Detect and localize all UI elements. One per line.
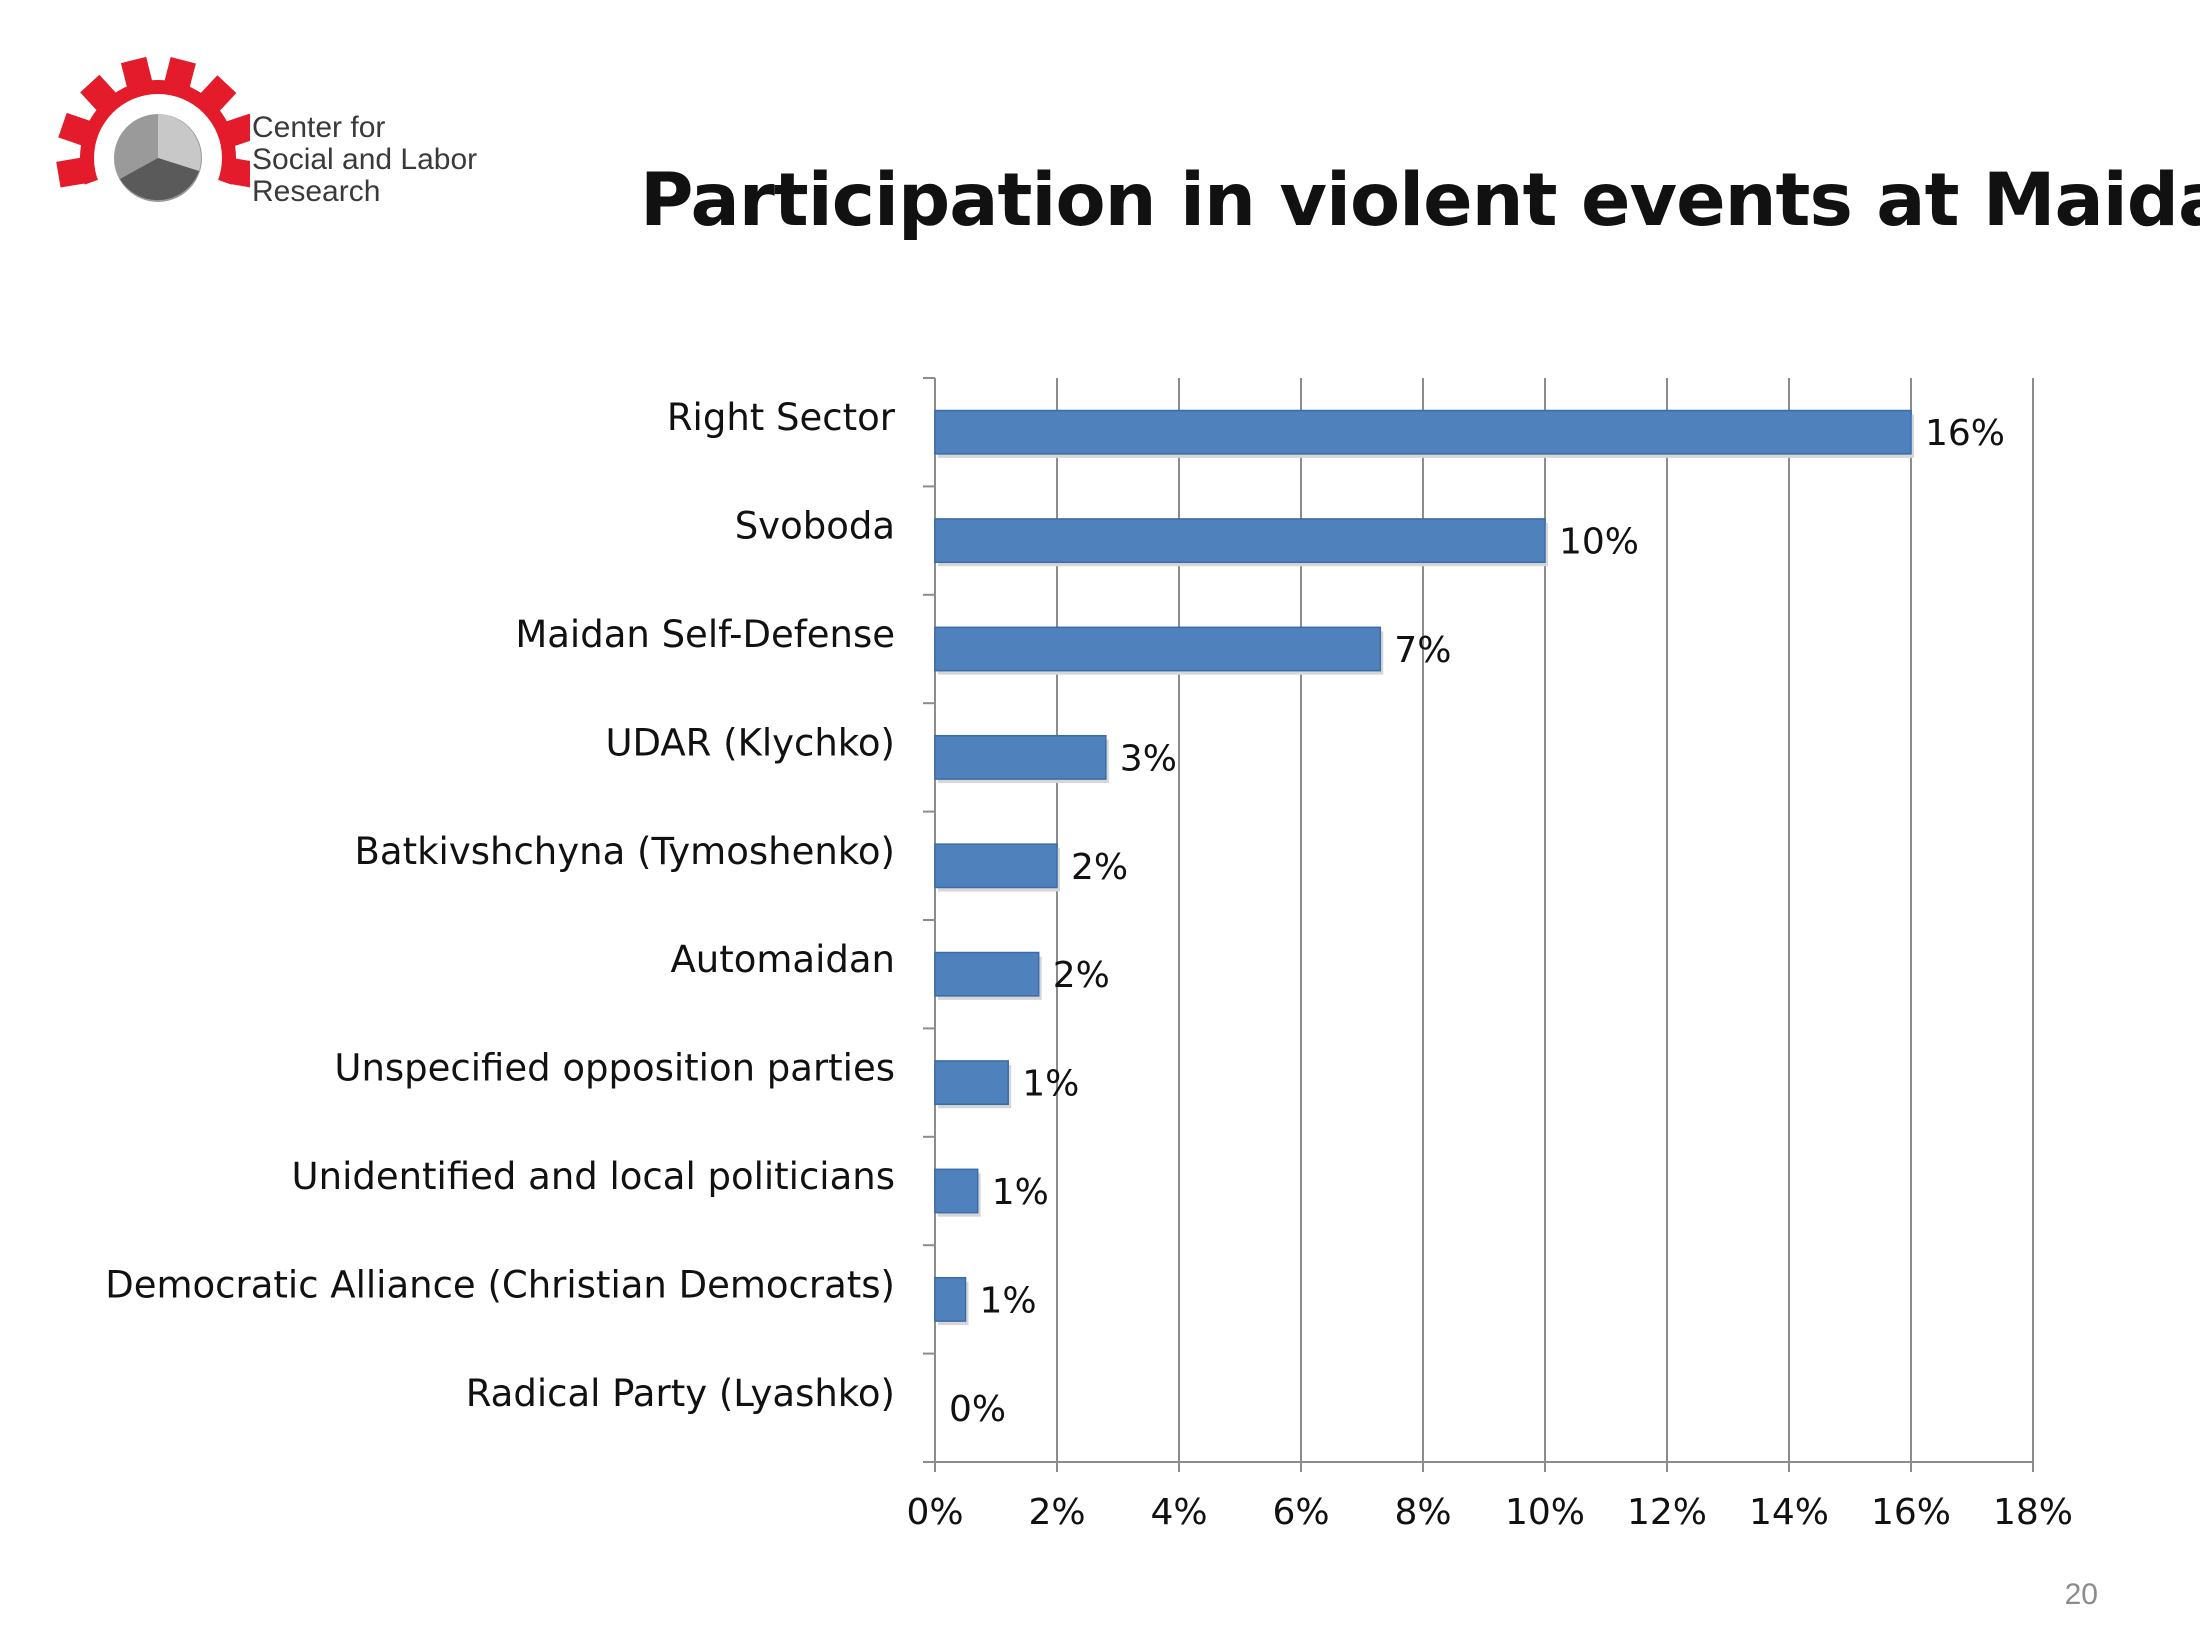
- bar: [934, 951, 1040, 997]
- gear-tooth: [58, 112, 92, 146]
- x-tick-label: 12%: [1627, 1492, 1707, 1533]
- bar: [934, 1276, 967, 1322]
- gear-tooth: [80, 74, 117, 112]
- gear-ring: [80, 79, 236, 185]
- data-label: 0%: [949, 1389, 1006, 1430]
- bar: [934, 626, 1382, 672]
- data-label: 3%: [1120, 738, 1177, 779]
- x-tick-label: 2%: [1028, 1492, 1085, 1533]
- x-tick-label: 0%: [906, 1492, 963, 1533]
- category-label: Svoboda: [735, 505, 895, 548]
- data-label: 10%: [1559, 522, 1639, 563]
- x-tick-label: 18%: [1993, 1492, 2073, 1533]
- category-label: Batkivshchyna (Tymoshenko): [355, 830, 895, 873]
- data-label: 2%: [1053, 955, 1110, 996]
- bar: [934, 843, 1058, 889]
- category-label: Automaidan: [670, 938, 895, 981]
- x-tick-label: 16%: [1871, 1492, 1951, 1533]
- gear-tooth: [120, 56, 153, 89]
- x-tick-label: 8%: [1394, 1492, 1451, 1533]
- data-label: 2%: [1071, 847, 1128, 888]
- gear-tooth: [199, 75, 237, 113]
- category-label: Unidentified and local politicians: [292, 1155, 895, 1198]
- logo-line-1: Center for: [252, 111, 386, 144]
- gear-pie-logo-icon: [56, 56, 260, 222]
- category-label: Maidan Self-Defense: [515, 613, 895, 656]
- bar: [934, 518, 1546, 564]
- data-label: 1%: [980, 1280, 1037, 1321]
- logo-text: Center for Social and Labor Research: [252, 112, 477, 208]
- slide-title: Participation in violent events at Maida…: [640, 158, 2200, 243]
- gear-tooth: [56, 157, 87, 188]
- page-number: 20: [2064, 1578, 2098, 1611]
- gear-tooth: [224, 113, 258, 147]
- category-label: Unspecified opposition parties: [334, 1047, 895, 1090]
- x-tick-label: 10%: [1505, 1492, 1585, 1533]
- category-label: UDAR (Klychko): [605, 721, 895, 764]
- chart-labels: 0% 2% 4% 6% 8% 10% 12% 14% 16% 18% 16% Right Sector…: [105, 396, 2073, 1533]
- data-label: 1%: [992, 1172, 1049, 1213]
- bar: [934, 1060, 1009, 1106]
- logo: Center for Social and Labor Research: [40, 40, 477, 280]
- data-label: 7%: [1394, 630, 1451, 671]
- gear-tooth: [164, 56, 196, 89]
- data-label: 16%: [1925, 413, 2005, 454]
- chart-bars: [934, 409, 1914, 1326]
- bar: [934, 734, 1107, 780]
- x-tick-label: 4%: [1150, 1492, 1207, 1533]
- bar: [934, 1168, 979, 1214]
- x-tick-label: 14%: [1749, 1492, 1829, 1533]
- logo-line-3: Research: [252, 175, 381, 208]
- bar: [934, 409, 1912, 455]
- category-label: Right Sector: [667, 396, 896, 439]
- logo-line-2: Social and Labor: [252, 143, 478, 176]
- x-tick-label: 6%: [1272, 1492, 1329, 1533]
- category-label: Democratic Alliance (Christian Democrats…: [105, 1263, 895, 1306]
- category-label: Radical Party (Lyashko): [466, 1372, 895, 1415]
- data-label: 1%: [1022, 1064, 1079, 1105]
